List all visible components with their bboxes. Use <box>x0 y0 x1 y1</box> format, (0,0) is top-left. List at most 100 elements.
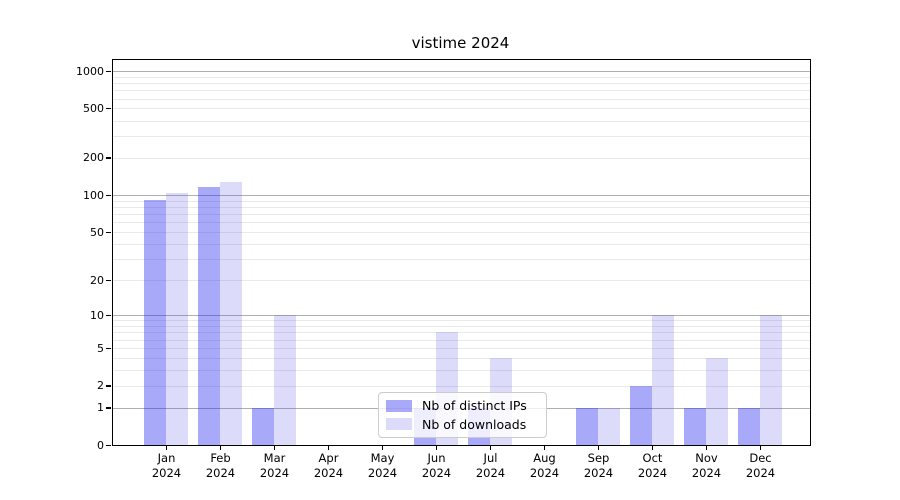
x-tick-month: Jun <box>427 451 446 465</box>
x-tick-label: Jun 2024 <box>407 451 467 481</box>
bar-oct-distinct-ips <box>630 385 652 445</box>
y-tick-label: 500 <box>83 101 104 115</box>
y-tick-label: 1 <box>97 401 104 414</box>
gridline-minor <box>113 207 810 209</box>
gridline-minor <box>113 348 810 349</box>
x-tick-year: 2024 <box>151 466 182 480</box>
y-tick-label: 10 <box>90 308 104 322</box>
x-tick-month: Apr <box>318 451 339 465</box>
gridline-major <box>113 195 810 197</box>
x-tick-year: 2024 <box>367 466 398 480</box>
x-tick-label: Aug 2024 <box>515 451 575 481</box>
gridline-minor <box>113 90 810 92</box>
y-tick-mark <box>106 279 111 282</box>
y-tick-mark <box>106 385 111 387</box>
x-tick-year: 2024 <box>205 466 236 480</box>
x-tick-month: Mar <box>263 451 286 465</box>
y-tick-mark <box>106 314 111 317</box>
legend-label-downloads: Nb of downloads <box>422 416 527 432</box>
x-tick-month: Nov <box>695 451 718 465</box>
gridline-minor <box>113 332 810 334</box>
gridline-minor <box>113 136 810 137</box>
x-tick-year: 2024 <box>691 466 722 480</box>
x-tick-mark <box>435 445 437 450</box>
x-tick-mark <box>219 445 221 450</box>
x-tick-month: Oct <box>642 451 663 465</box>
gridline-minor <box>113 83 810 84</box>
bar-dec-distinct-ips <box>738 407 760 445</box>
x-tick-label: Jul 2024 <box>461 451 521 481</box>
x-tick-label: Sep 2024 <box>569 451 629 481</box>
bar-mar-distinct-ips <box>252 407 274 445</box>
x-tick-mark <box>759 445 761 450</box>
bar-jan-distinct-ips <box>144 199 166 445</box>
plot-area: Nb of distinct IPs Nb of downloads <box>106 59 811 450</box>
gridline-minor <box>113 108 810 110</box>
x-tick-label: Jan 2024 <box>137 451 197 481</box>
x-tick-mark <box>651 445 653 450</box>
legend-swatch-downloads <box>386 418 412 431</box>
gridline-major <box>113 315 810 317</box>
x-tick-year: 2024 <box>529 466 560 480</box>
y-tick-label: 20 <box>90 273 104 287</box>
legend-item-distinct-ips: Nb of distinct IPs <box>386 398 539 413</box>
y-tick-mark <box>106 444 111 446</box>
y-tick-mark <box>106 407 111 409</box>
x-tick-month: May <box>370 451 395 465</box>
gridline-minor <box>113 259 810 261</box>
bar-sep-distinct-ips <box>576 407 598 445</box>
x-tick-month: Feb <box>210 451 231 465</box>
x-tick-year: 2024 <box>313 466 344 480</box>
y-tick-label: 200 <box>83 151 104 165</box>
gridline-minor <box>113 357 810 359</box>
x-tick-mark <box>489 445 491 450</box>
x-tick-label: Dec 2024 <box>731 451 791 481</box>
y-tick-mark <box>106 231 111 234</box>
gridline-minor <box>113 320 810 322</box>
y-tick-mark <box>106 107 111 110</box>
x-tick-month: Aug <box>533 451 556 465</box>
x-tick-mark <box>705 445 707 450</box>
bar-nov-distinct-ips <box>684 407 706 445</box>
x-tick-label: Mar 2024 <box>245 451 305 481</box>
x-tick-month: Sep <box>587 451 610 465</box>
x-tick-mark <box>543 445 545 450</box>
gridline-minor <box>113 280 810 282</box>
y-tick-mark <box>106 70 111 72</box>
legend-swatch-distinct-ips <box>386 399 412 412</box>
gridline-minor <box>113 214 810 216</box>
y-tick-label: 5 <box>97 341 104 355</box>
y-tick-mark <box>106 194 111 197</box>
gridline-minor <box>113 98 810 100</box>
gridline-minor <box>113 120 810 122</box>
x-tick-mark <box>597 445 599 450</box>
y-tick-label: 2 <box>97 379 104 392</box>
x-tick-mark <box>273 445 275 450</box>
y-tick-mark <box>106 157 111 159</box>
bar-jan-downloads <box>166 192 188 445</box>
bar-feb-downloads <box>220 182 242 445</box>
x-tick-mark <box>327 445 329 450</box>
gridline-minor <box>113 369 810 371</box>
bar-mar-downloads <box>274 315 296 445</box>
gridline-minor <box>113 385 810 387</box>
gridline-minor <box>113 76 810 78</box>
x-tick-label: Apr 2024 <box>299 451 359 481</box>
y-tick-label: 0 <box>97 438 104 452</box>
bar-oct-downloads <box>652 315 674 445</box>
legend: Nb of distinct IPs Nb of downloads <box>378 392 547 438</box>
legend-item-downloads: Nb of downloads <box>386 417 539 432</box>
x-tick-month: Jul <box>483 451 498 465</box>
gridline-minor <box>113 157 810 159</box>
gridline-minor <box>113 339 810 341</box>
gridline-minor <box>113 200 810 202</box>
x-tick-year: 2024 <box>475 466 506 480</box>
x-tick-year: 2024 <box>637 466 668 480</box>
x-tick-label: Feb 2024 <box>191 451 251 481</box>
x-tick-month: Jan <box>157 451 176 465</box>
bar-feb-distinct-ips <box>198 187 220 445</box>
bar-nov-downloads <box>706 357 728 445</box>
gridline-minor <box>113 326 810 327</box>
bar-dec-downloads <box>760 315 782 445</box>
